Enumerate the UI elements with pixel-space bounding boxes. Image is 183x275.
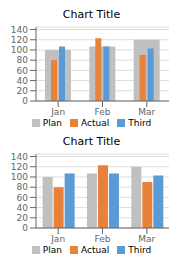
svg-text:0: 0 xyxy=(22,223,28,233)
svg-text:20: 20 xyxy=(17,86,29,96)
svg-text:Mar: Mar xyxy=(138,234,155,244)
html-text:Chart Title: Chart Title xyxy=(62,135,121,148)
svg-text:Feb: Feb xyxy=(95,234,111,244)
svg-text:80: 80 xyxy=(17,55,29,65)
svg-text:Jan: Jan xyxy=(50,234,65,244)
html-text:Third: Third xyxy=(128,245,152,255)
html-text:Chart Title: Chart Title xyxy=(62,8,121,21)
svg-text:60: 60 xyxy=(17,193,29,203)
svg-text:Feb: Feb xyxy=(95,107,111,117)
svg-text:140: 140 xyxy=(11,25,28,35)
svg-text:Mar: Mar xyxy=(138,107,155,117)
svg-text:40: 40 xyxy=(17,76,29,86)
svg-text:60: 60 xyxy=(17,66,29,76)
svg-text:40: 40 xyxy=(17,203,29,213)
svg-text:120: 120 xyxy=(11,35,28,45)
svg-text:80: 80 xyxy=(17,182,29,192)
html-text:Plan: Plan xyxy=(42,245,62,255)
html-text:Actual: Actual xyxy=(81,245,110,255)
svg-text:140: 140 xyxy=(11,152,28,162)
html-text:Plan: Plan xyxy=(42,118,62,128)
html-text:Actual: Actual xyxy=(81,118,110,128)
svg-text:20: 20 xyxy=(17,213,29,223)
html-text:Third: Third xyxy=(128,118,152,128)
svg-text:Jan: Jan xyxy=(50,107,65,117)
svg-text:100: 100 xyxy=(11,45,28,55)
svg-text:120: 120 xyxy=(11,162,28,172)
svg-text:0: 0 xyxy=(22,96,28,106)
svg-text:100: 100 xyxy=(11,172,28,182)
